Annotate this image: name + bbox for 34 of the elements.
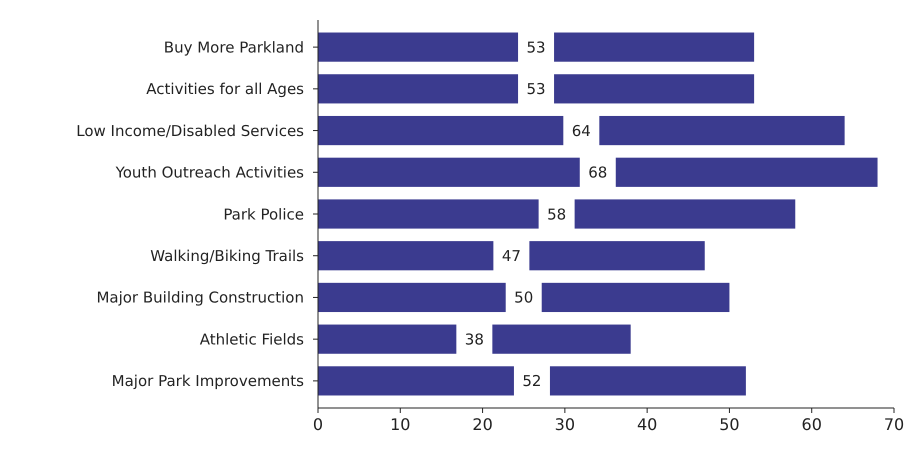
x-tick-label: 30 <box>554 415 576 434</box>
data-label: 64 <box>572 122 591 140</box>
data-label: 68 <box>588 164 608 182</box>
bar <box>318 282 730 312</box>
y-tick-label: Major Park Improvements <box>112 372 304 390</box>
y-tick-label: Low Income/Disabled Services <box>76 122 304 140</box>
bar <box>318 116 845 146</box>
y-tick-label: Activities for all Ages <box>146 80 304 98</box>
y-tick-label: Park Police <box>223 205 304 224</box>
y-tick-label: Athletic Fields <box>200 330 304 348</box>
bar <box>318 241 705 270</box>
bar <box>318 32 754 62</box>
data-label: 52 <box>522 372 542 390</box>
data-label: 53 <box>526 38 546 56</box>
x-tick-label: 20 <box>472 415 493 434</box>
bar <box>318 158 878 187</box>
x-tick-label: 60 <box>802 415 822 434</box>
bar <box>318 74 754 104</box>
x-tick-label: 40 <box>636 415 658 434</box>
x-tick-label: 50 <box>719 415 740 434</box>
data-label: 50 <box>514 288 534 307</box>
y-tick-label: Walking/Biking Trails <box>150 246 304 265</box>
x-tick-label: 70 <box>884 415 904 434</box>
bar <box>318 366 746 396</box>
x-tick-label: 10 <box>390 415 410 434</box>
data-label: 53 <box>526 80 546 98</box>
data-label: 38 <box>464 330 484 348</box>
data-label: 47 <box>502 246 521 265</box>
data-label: 58 <box>547 205 566 224</box>
y-tick-label: Buy More Parkland <box>164 38 304 56</box>
bar <box>318 199 796 229</box>
x-tick-label: 0 <box>312 415 324 434</box>
y-tick-label: Youth Outreach Activities <box>114 164 304 182</box>
y-tick-label: Major Building Construction <box>96 288 304 307</box>
